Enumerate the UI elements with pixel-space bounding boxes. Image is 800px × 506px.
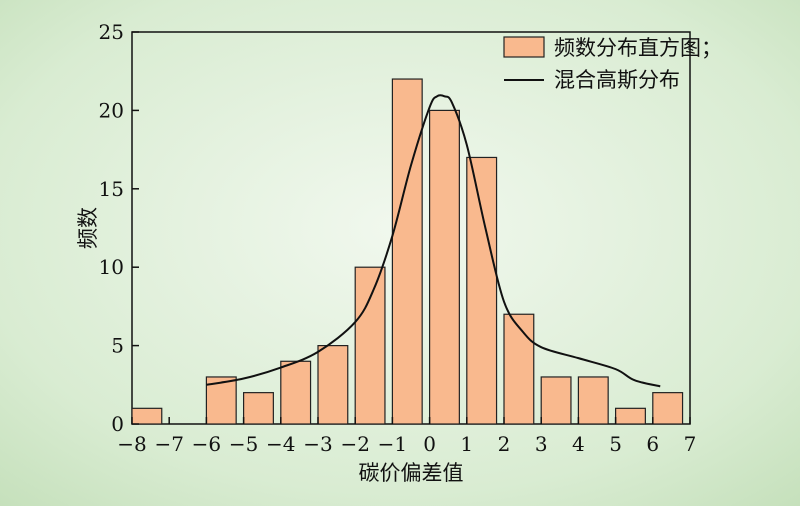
x-tick-label: −5 [229,432,258,456]
legend-bar-label: 频数分布直方图； [554,36,722,60]
x-tick-label: −1 [378,432,407,456]
x-tick-label: 1 [460,432,473,456]
x-tick-label: −4 [266,432,295,456]
x-tick-label: −7 [154,432,183,456]
histogram-bar [577,376,609,425]
histogram-bar [429,109,460,425]
histogram-bar [466,156,498,425]
histogram-bar [614,407,646,425]
x-tick-label: 5 [609,432,622,456]
legend-bar-swatch [503,36,545,58]
histogram-bar [280,360,312,425]
x-tick-label: 6 [646,432,659,456]
x-tick-label: 7 [684,432,697,456]
y-tick-label: 25 [99,20,124,44]
histogram-bar [540,376,572,425]
x-tick-label: −6 [192,432,221,456]
histogram-bar [503,313,535,425]
x-tick-label: 3 [535,432,548,456]
y-tick-label: 5 [111,334,124,358]
histogram-bar [652,392,684,425]
y-tick-label: 20 [99,98,124,122]
x-tick-label: −8 [117,432,146,456]
curve-layer [206,94,661,388]
histogram-bar [205,376,237,425]
histogram-bar [243,392,274,425]
histogram-bar [317,345,349,425]
histogram-bar [131,407,163,425]
legend: 频数分布直方图； 混合高斯分布 [503,36,722,92]
bars-layer [131,78,684,425]
y-tick-label: 10 [99,255,124,279]
y-tick-label: 0 [111,412,124,436]
histogram-bar [391,78,423,425]
x-axis-label: 碳价偏差值 [359,461,464,485]
x-tick-label: 4 [572,432,585,456]
x-tick-label: −2 [340,432,369,456]
mixture-gaussian-curve [206,94,661,388]
x-tick-label: −3 [303,432,332,456]
y-axis-label: 频数 [76,207,100,249]
legend-line-label: 混合高斯分布 [554,68,680,92]
x-tick-label: 0 [423,432,436,456]
x-tick-label: 2 [498,432,511,456]
y-tick-label: 15 [99,177,124,201]
histogram-bar [354,266,386,425]
